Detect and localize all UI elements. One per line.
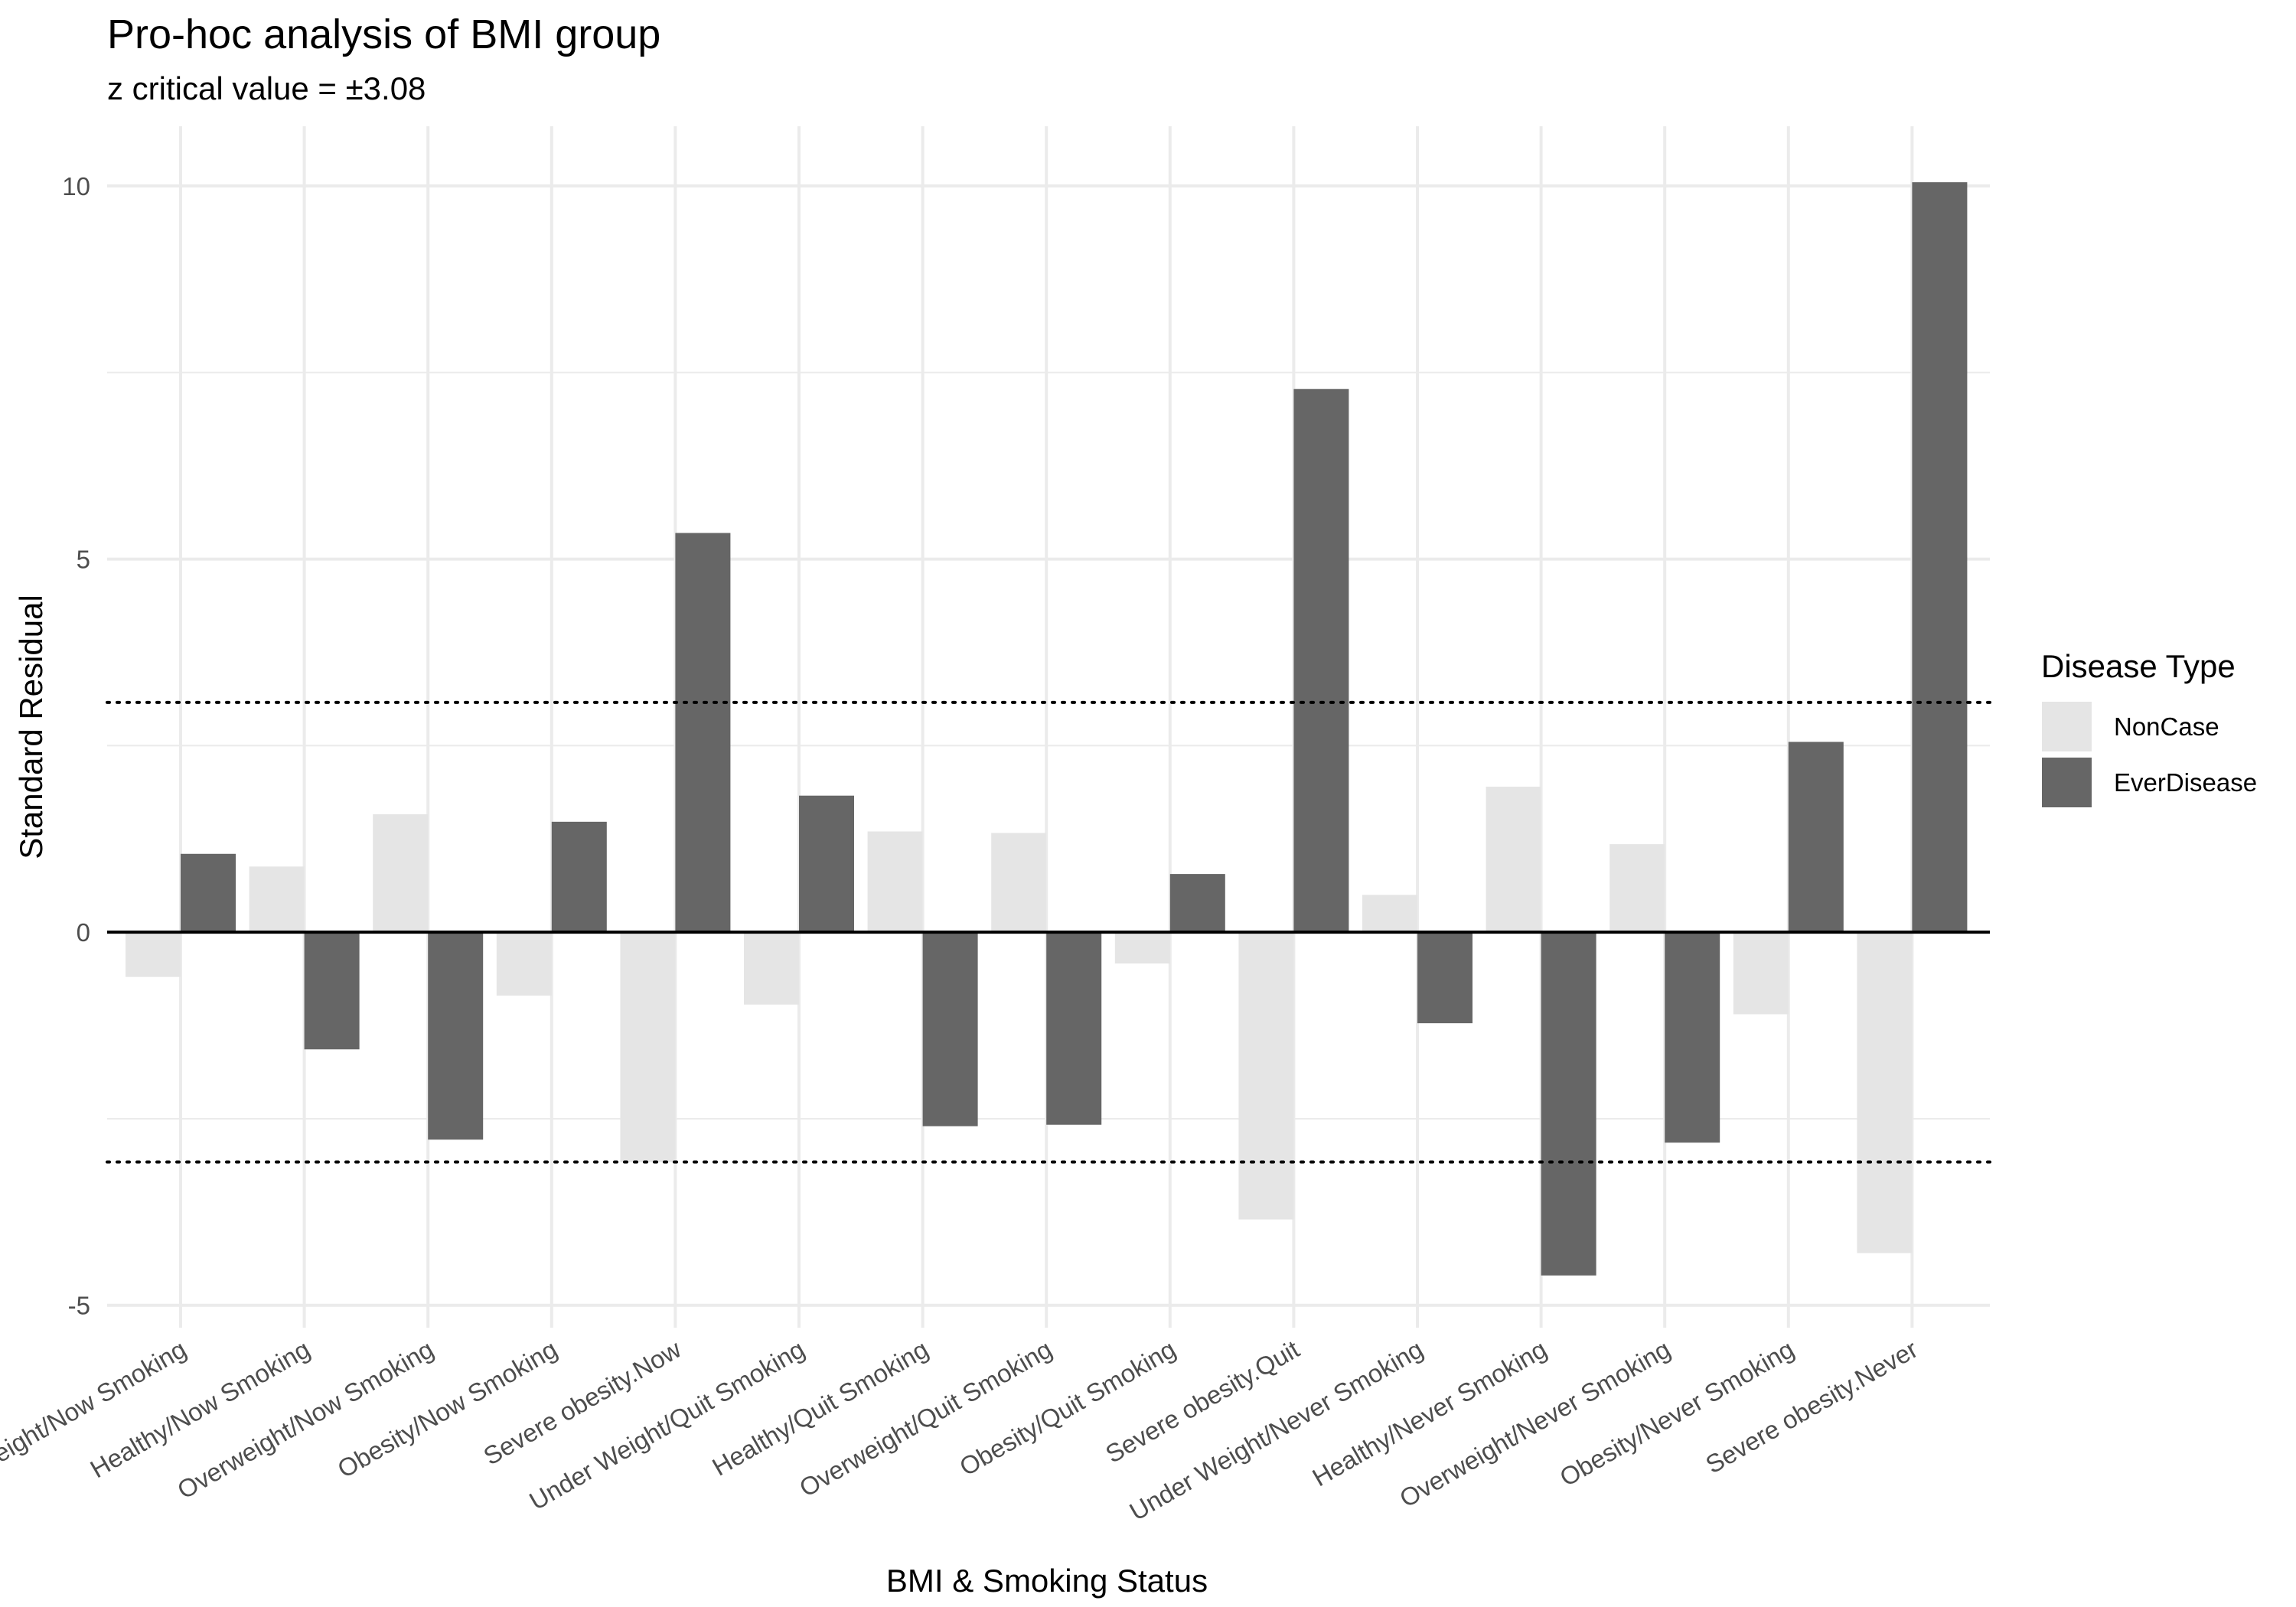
bar-everdisease-3 — [428, 932, 484, 1140]
x-tick-label: Obesity/Quit Smoking — [954, 1335, 1180, 1482]
bar-everdisease-9 — [1169, 874, 1225, 933]
bar-everdisease-1 — [181, 853, 236, 933]
bar-everdisease-10 — [1293, 389, 1349, 933]
bar-noncase-8 — [991, 833, 1047, 933]
legend-title: Disease Type — [2041, 648, 2236, 684]
bar-noncase-13 — [1609, 844, 1665, 933]
chart-title: Pro-hoc analysis of BMI group — [107, 11, 660, 57]
bar-noncase-5 — [620, 932, 676, 1162]
x-tick-label: Healthy/Now Smoking — [85, 1335, 315, 1483]
y-tick-label: 5 — [77, 546, 90, 574]
bar-noncase-12 — [1486, 787, 1541, 933]
bar-noncase-6 — [744, 932, 799, 1005]
legend-label-noncase: NonCase — [2114, 712, 2219, 741]
bar-everdisease-5 — [675, 533, 731, 933]
grid — [107, 126, 1990, 1328]
x-axis-title: BMI & Smoking Status — [886, 1563, 1208, 1599]
bar-noncase-10 — [1238, 932, 1294, 1220]
x-tick-label: Healthy/Quit Smoking — [707, 1335, 933, 1482]
chart-subtitle: z critical value = ±3.08 — [107, 70, 426, 106]
x-tick-label: Obesity/Never Smoking — [1555, 1335, 1799, 1491]
bar-noncase-15 — [1857, 932, 1913, 1253]
bar-everdisease-2 — [304, 932, 360, 1050]
bar-everdisease-4 — [551, 821, 607, 933]
reference-lines — [106, 700, 1991, 1164]
bar-noncase-9 — [1114, 932, 1170, 964]
bar-everdisease-13 — [1665, 932, 1720, 1143]
bar-noncase-4 — [496, 932, 552, 996]
bar-everdisease-7 — [922, 932, 978, 1126]
bar-noncase-11 — [1362, 895, 1417, 933]
legend-swatch-noncase — [2042, 702, 2092, 751]
y-tick-label: 10 — [62, 172, 90, 200]
y-axis-title: Standard Residual — [13, 595, 49, 859]
legend-swatch-everdisease — [2042, 758, 2092, 807]
bars — [126, 182, 1968, 1276]
legend: Disease Type NonCase EverDisease — [2041, 648, 2257, 807]
bar-everdisease-6 — [799, 795, 854, 933]
x-tick-label: Severe obesity.Now — [478, 1335, 686, 1471]
bar-noncase-2 — [249, 866, 305, 933]
bar-everdisease-11 — [1417, 932, 1473, 1024]
bar-noncase-7 — [867, 831, 923, 933]
bar-noncase-3 — [373, 814, 429, 933]
y-tick-label: -5 — [68, 1292, 90, 1320]
bar-noncase-14 — [1733, 932, 1789, 1015]
y-tick-labels: -5 0 5 10 — [62, 172, 90, 1320]
bar-everdisease-8 — [1046, 932, 1102, 1125]
legend-label-everdisease: EverDisease — [2114, 768, 2257, 797]
x-tick-label: Obesity/Now Smoking — [333, 1335, 563, 1483]
bar-everdisease-15 — [1912, 182, 1968, 933]
bar-everdisease-12 — [1541, 932, 1596, 1276]
bar-everdisease-14 — [1788, 742, 1844, 933]
y-tick-label: 0 — [77, 918, 90, 947]
bar-noncase-1 — [126, 932, 181, 977]
x-tick-label: Severe obesity.Never — [1701, 1335, 1923, 1479]
